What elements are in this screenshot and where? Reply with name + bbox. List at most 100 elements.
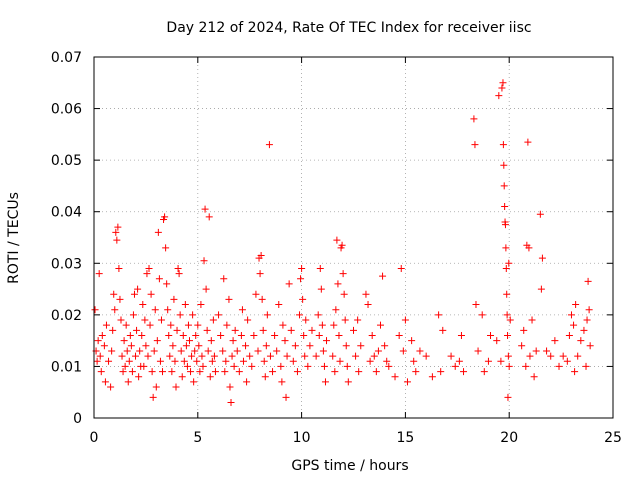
- data-point: [543, 347, 551, 355]
- data-point: [201, 205, 209, 213]
- data-point: [208, 357, 216, 365]
- data-point: [506, 316, 514, 324]
- data-point: [120, 337, 128, 345]
- data-point: [572, 301, 580, 309]
- data-point: [530, 373, 538, 381]
- data-point: [547, 352, 555, 360]
- data-point: [226, 383, 234, 391]
- data-point: [93, 357, 101, 365]
- data-point: [331, 368, 339, 376]
- x-tick-label: 5: [193, 430, 202, 446]
- data-point: [277, 362, 285, 370]
- data-point: [164, 306, 172, 314]
- data-point: [299, 295, 307, 303]
- data-point: [109, 326, 117, 334]
- data-point: [321, 378, 329, 386]
- data-point: [563, 357, 571, 365]
- data-point: [471, 141, 479, 149]
- data-point: [283, 352, 291, 360]
- data-point: [261, 373, 269, 381]
- data-point: [262, 342, 270, 350]
- data-point: [352, 352, 360, 360]
- data-point: [570, 321, 578, 329]
- data-point: [497, 357, 505, 365]
- data-point: [142, 342, 150, 350]
- data-point: [366, 357, 374, 365]
- data-point: [484, 357, 492, 365]
- data-point: [217, 331, 225, 339]
- data-point: [401, 316, 409, 324]
- data-point: [165, 331, 173, 339]
- data-point: [190, 378, 198, 386]
- data-point: [403, 378, 411, 386]
- data-point: [145, 264, 153, 272]
- data-point: [528, 316, 536, 324]
- data-point: [159, 368, 167, 376]
- data-point: [252, 290, 260, 298]
- data-point: [350, 326, 357, 334]
- data-point: [114, 223, 122, 231]
- data-point: [237, 331, 245, 339]
- data-point: [174, 264, 182, 272]
- data-point: [323, 337, 331, 345]
- data-point: [559, 352, 567, 360]
- data-point: [227, 399, 235, 407]
- data-point: [478, 311, 486, 319]
- data-point: [287, 326, 295, 334]
- data-point: [320, 362, 328, 370]
- data-point: [354, 316, 362, 324]
- data-point: [188, 352, 196, 360]
- data-point: [379, 272, 387, 280]
- data-point: [435, 311, 443, 319]
- data-point: [205, 213, 213, 221]
- data-point: [209, 316, 217, 324]
- data-point: [296, 311, 304, 319]
- data-point: [376, 321, 384, 329]
- data-point: [230, 362, 238, 370]
- data-point: [412, 368, 420, 376]
- data-point: [298, 264, 306, 272]
- x-tick-label: 15: [396, 430, 414, 446]
- data-point: [334, 280, 342, 288]
- data-point: [410, 357, 418, 365]
- data-point: [495, 92, 503, 100]
- data-point: [231, 326, 239, 334]
- data-point: [189, 311, 197, 319]
- data-point: [585, 306, 593, 314]
- data-point: [472, 301, 480, 309]
- data-point: [455, 357, 463, 365]
- data-point: [577, 337, 585, 345]
- data-point: [259, 326, 267, 334]
- x-tick-label: 20: [500, 430, 518, 446]
- data-point: [567, 311, 575, 319]
- data-point: [368, 331, 376, 339]
- data-point: [339, 270, 347, 278]
- data-point: [470, 115, 478, 123]
- data-point: [112, 228, 120, 236]
- data-point: [118, 352, 126, 360]
- data-point: [312, 352, 320, 360]
- data-point: [95, 270, 103, 278]
- data-point: [196, 368, 204, 376]
- data-point: [503, 290, 511, 298]
- data-point: [133, 326, 141, 334]
- data-point: [344, 378, 352, 386]
- data-point: [338, 241, 346, 249]
- data-point: [248, 362, 256, 370]
- data-point: [211, 368, 219, 376]
- data-point: [123, 347, 131, 355]
- y-tick-label: 0.07: [51, 50, 82, 66]
- data-point: [493, 337, 501, 345]
- data-point: [278, 378, 286, 386]
- x-tick-label: 10: [293, 430, 311, 446]
- data-point: [148, 368, 156, 376]
- data-point: [166, 352, 174, 360]
- data-point: [220, 275, 228, 283]
- data-point: [195, 342, 203, 350]
- data-point: [416, 347, 424, 355]
- data-point: [422, 352, 430, 360]
- data-point: [194, 321, 202, 329]
- data-point: [525, 244, 533, 252]
- data-point: [170, 295, 178, 303]
- data-point: [330, 321, 338, 329]
